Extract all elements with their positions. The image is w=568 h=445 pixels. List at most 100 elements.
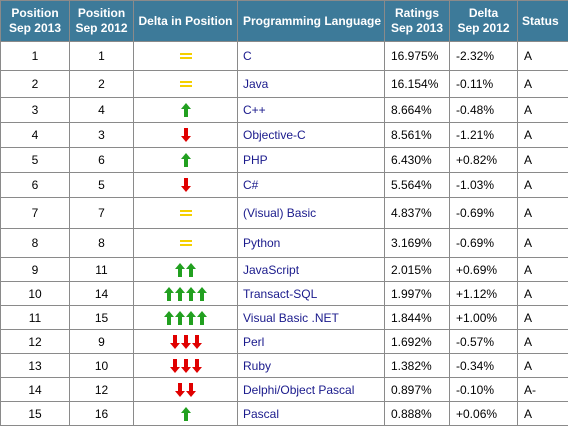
down-arrows: [169, 358, 202, 373]
up-arrow-icon: [175, 310, 185, 325]
position-2013-cell: 4: [0, 122, 70, 148]
ranking-table: Position Sep 2013 Position Sep 2012 Delt…: [0, 0, 568, 426]
delta-cell: +0.82%: [449, 147, 518, 173]
position-2012-cell: 10: [69, 353, 134, 378]
rating-cell: 3.169%: [384, 228, 450, 258]
delta-position-cell: [133, 97, 238, 123]
table-row: 10 14 Transact-SQL 1.997% +1.12% A: [0, 281, 568, 306]
equal-icon: [179, 208, 192, 218]
language-link[interactable]: Java: [237, 70, 385, 98]
delta-position-cell: [133, 281, 238, 306]
delta-cell: +0.06%: [449, 401, 518, 426]
rating-cell: 0.888%: [384, 401, 450, 426]
rating-cell: 6.430%: [384, 147, 450, 173]
table-body: 1 1 C 16.975% -2.32% A 2 2 Java 16.154% -0.11% A 3 4 C…: [0, 41, 568, 426]
delta-position-cell: [133, 329, 238, 354]
status-cell: A: [517, 70, 568, 98]
down-arrows: [180, 128, 191, 143]
language-link[interactable]: Visual Basic .NET: [237, 305, 385, 330]
table-row: 5 6 PHP 6.430% +0.82% A: [0, 147, 568, 173]
rating-cell: 1.382%: [384, 353, 450, 378]
status-cell: A: [517, 122, 568, 148]
rating-cell: 1.844%: [384, 305, 450, 330]
up-arrows: [180, 153, 191, 168]
delta-position-cell: [133, 228, 238, 258]
position-2013-cell: 5: [0, 147, 70, 173]
up-arrows: [180, 406, 191, 421]
position-2012-cell: 6: [69, 147, 134, 173]
table-row: 6 5 C# 5.564% -1.03% A: [0, 172, 568, 198]
rating-cell: 5.564%: [384, 172, 450, 198]
position-2013-cell: 7: [0, 197, 70, 229]
position-2013-cell: 14: [0, 377, 70, 402]
language-link[interactable]: PHP: [237, 147, 385, 173]
status-cell: A: [517, 97, 568, 123]
delta-position-cell: [133, 147, 238, 173]
delta-position-cell: [133, 122, 238, 148]
language-link[interactable]: C++: [237, 97, 385, 123]
down-arrow-icon: [180, 334, 191, 349]
delta-position-cell: [133, 305, 238, 330]
language-link[interactable]: Delphi/Object Pascal: [237, 377, 385, 402]
position-2012-cell: 15: [69, 305, 134, 330]
delta-cell: -1.03%: [449, 172, 518, 198]
delta-position-cell: [133, 401, 238, 426]
rating-cell: 0.897%: [384, 377, 450, 402]
equal-icon: [179, 79, 192, 89]
down-arrow-icon: [180, 358, 191, 373]
language-link[interactable]: Pascal: [237, 401, 385, 426]
status-cell: A: [517, 401, 568, 426]
status-cell: A: [517, 329, 568, 354]
position-2012-cell: 4: [69, 97, 134, 123]
language-link[interactable]: Transact-SQL: [237, 281, 385, 306]
language-link[interactable]: C#: [237, 172, 385, 198]
status-cell: A: [517, 353, 568, 378]
down-arrow-icon: [180, 178, 191, 193]
down-arrow-icon: [191, 358, 202, 373]
language-link[interactable]: JavaScript: [237, 257, 385, 282]
position-2012-cell: 14: [69, 281, 134, 306]
position-2013-cell: 6: [0, 172, 70, 198]
position-2013-cell: 1: [0, 41, 70, 71]
down-arrow-icon: [180, 128, 191, 143]
delta-cell: -1.21%: [449, 122, 518, 148]
rating-cell: 1.997%: [384, 281, 450, 306]
rating-cell: 2.015%: [384, 257, 450, 282]
col-header-language: Programming Language: [237, 0, 385, 42]
language-link[interactable]: Objective-C: [237, 122, 385, 148]
delta-cell: -0.10%: [449, 377, 518, 402]
down-arrows: [180, 178, 191, 193]
language-link[interactable]: Python: [237, 228, 385, 258]
position-2013-cell: 3: [0, 97, 70, 123]
delta-position-cell: [133, 172, 238, 198]
position-2013-cell: 8: [0, 228, 70, 258]
position-2012-cell: 7: [69, 197, 134, 229]
delta-cell: -0.34%: [449, 353, 518, 378]
up-arrow-icon: [164, 310, 174, 325]
table-row: 15 16 Pascal 0.888% +0.06% A: [0, 401, 568, 426]
language-link[interactable]: Perl: [237, 329, 385, 354]
language-link[interactable]: C: [237, 41, 385, 71]
delta-cell: -0.57%: [449, 329, 518, 354]
status-cell: A: [517, 172, 568, 198]
rating-cell: 4.837%: [384, 197, 450, 229]
rating-cell: 8.664%: [384, 97, 450, 123]
delta-cell: -0.69%: [449, 197, 518, 229]
up-arrow-icon: [175, 262, 185, 277]
delta-position-cell: [133, 257, 238, 282]
language-link[interactable]: (Visual) Basic: [237, 197, 385, 229]
down-arrow-icon: [169, 334, 180, 349]
up-arrow-icon: [197, 310, 207, 325]
position-2012-cell: 3: [69, 122, 134, 148]
language-link[interactable]: Ruby: [237, 353, 385, 378]
col-header-position-2012: Position Sep 2012: [69, 0, 134, 42]
position-2012-cell: 1: [69, 41, 134, 71]
table-row: 8 8 Python 3.169% -0.69% A: [0, 228, 568, 258]
status-cell: A: [517, 305, 568, 330]
status-cell: A: [517, 281, 568, 306]
status-cell: A-: [517, 377, 568, 402]
delta-position-cell: [133, 377, 238, 402]
position-2012-cell: 11: [69, 257, 134, 282]
position-2012-cell: 2: [69, 70, 134, 98]
delta-position-cell: [133, 353, 238, 378]
